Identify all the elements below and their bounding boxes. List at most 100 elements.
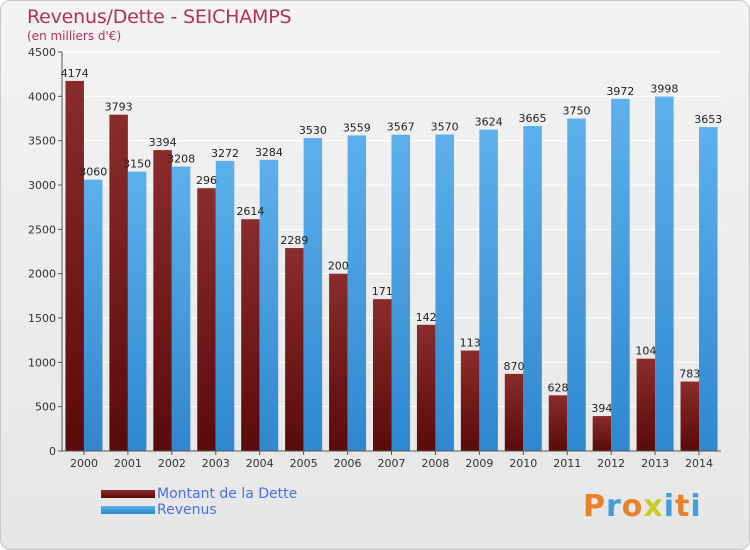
x-tick-label: 2007 <box>378 457 406 470</box>
bar-revenus <box>171 166 191 452</box>
legend-swatch-revenus <box>101 506 155 514</box>
bar-revenus <box>259 159 279 451</box>
data-label-dette: 870 <box>504 360 525 373</box>
bar-dette <box>197 188 216 451</box>
data-label-dette: 394 <box>591 402 612 415</box>
chart-title: Revenus/Dette - SEICHAMPS <box>27 6 292 28</box>
bar-revenus <box>479 129 498 451</box>
proxiti-logo: Proxiti <box>583 489 702 524</box>
data-label-dette: 783 <box>679 368 700 381</box>
logo-letter: P <box>583 489 606 524</box>
data-label-dette: 4174 <box>61 67 89 80</box>
legend-swatch-dette <box>101 490 155 498</box>
data-label-dette: 171 <box>372 285 393 298</box>
data-label-revenus: 3559 <box>343 121 371 134</box>
data-label-revenus: 3750 <box>562 105 590 118</box>
bar-revenus <box>127 171 147 451</box>
bar-dette <box>65 80 84 451</box>
data-label-dette: 142 <box>416 311 437 324</box>
bar-revenus <box>567 118 586 451</box>
bar-dette <box>153 150 172 451</box>
data-label-dette: 628 <box>547 381 568 394</box>
bar-revenus <box>435 134 454 451</box>
data-label-revenus: 3060 <box>79 166 107 179</box>
data-label-revenus: 3530 <box>299 124 327 137</box>
logo-letter: i <box>690 489 702 524</box>
data-label-dette: 2614 <box>236 205 264 218</box>
bar-dette <box>680 381 700 451</box>
x-tick-label: 2009 <box>465 457 493 470</box>
bar-dette <box>548 395 568 451</box>
y-tick-label: 4500 <box>28 46 56 59</box>
data-label-revenus: 3567 <box>387 121 415 134</box>
legend-label-revenus: Revenus <box>157 502 217 518</box>
x-tick-label: 2000 <box>70 457 98 470</box>
bar-revenus <box>611 98 630 451</box>
data-label-dette: 104 <box>635 345 656 358</box>
bar-dette <box>109 114 128 452</box>
bar-dette <box>416 324 436 451</box>
bar-revenus <box>347 135 367 451</box>
data-label-revenus: 3570 <box>431 120 459 133</box>
bar-revenus <box>699 127 718 451</box>
data-label-revenus: 3624 <box>475 116 503 129</box>
x-tick-label: 2004 <box>246 457 274 470</box>
data-label-revenus: 3653 <box>694 113 722 126</box>
x-tick-label: 2001 <box>114 457 142 470</box>
bar-dette <box>504 373 524 451</box>
x-tick-label: 2006 <box>334 457 362 470</box>
y-tick-label: 2000 <box>28 268 56 281</box>
x-tick-label: 2014 <box>685 457 713 470</box>
axes: 0 500 1000 1500 2000 2500 3000 3500 4000 4500 2000… <box>28 46 721 470</box>
bar-revenus <box>303 138 323 452</box>
chart-subtitle: (en milliers d'€) <box>27 29 122 43</box>
bar-revenus <box>83 179 103 451</box>
logo-letter: t <box>675 489 691 524</box>
bar-dette <box>592 416 612 451</box>
bar-dette <box>329 273 348 451</box>
bar-dette <box>241 219 260 451</box>
bar-dette <box>636 358 656 451</box>
x-tick-label: 2010 <box>509 457 537 470</box>
legend-label-dette: Montant de la Dette <box>157 486 298 502</box>
bar-revenus <box>391 134 410 451</box>
bar-dette <box>460 350 480 451</box>
bar-revenus <box>523 126 542 451</box>
logo-letter: o <box>621 489 644 524</box>
y-tick-label: 4000 <box>28 90 56 103</box>
x-tick-label: 2002 <box>158 457 186 470</box>
y-tick-label: 0 <box>49 445 56 458</box>
logo-letter: i <box>663 489 676 524</box>
bar-chart: 0 500 1000 1500 2000 2500 3000 3500 4000 4500 2000… <box>28 46 723 470</box>
data-label-dette: 200 <box>328 260 349 273</box>
y-tick-label: 1500 <box>28 312 56 325</box>
bar-revenus <box>215 160 235 451</box>
data-label-revenus: 3284 <box>255 146 283 159</box>
x-tick-label: 2008 <box>421 457 449 470</box>
data-label-dette: 296 <box>196 174 217 187</box>
bar-revenus <box>655 96 674 451</box>
y-tick-label: 1000 <box>28 356 56 369</box>
bar-dette <box>373 299 392 451</box>
x-tick-label: 2003 <box>202 457 230 470</box>
data-label-dette: 3793 <box>105 101 133 114</box>
data-label-revenus: 3208 <box>167 153 195 166</box>
data-label-dette: 2289 <box>280 234 308 247</box>
data-label-revenus: 3665 <box>519 112 547 125</box>
x-tick-label: 2005 <box>290 457 318 470</box>
x-tick-label: 2012 <box>597 457 625 470</box>
y-tick-label: 3500 <box>28 135 56 148</box>
data-label-revenus: 3150 <box>123 158 151 171</box>
x-tick-label: 2011 <box>553 457 581 470</box>
y-tick-label: 2500 <box>28 223 56 236</box>
data-label-revenus: 3972 <box>606 85 634 98</box>
bars <box>65 80 718 452</box>
y-tick-label: 3000 <box>28 179 56 192</box>
logo-letter: r <box>606 489 622 524</box>
data-label-dette: 113 <box>460 337 481 350</box>
logo-letter: x <box>643 489 664 524</box>
x-tick-label: 2013 <box>641 457 669 470</box>
data-label-revenus: 3998 <box>650 83 678 96</box>
data-label-revenus: 3272 <box>211 147 239 160</box>
